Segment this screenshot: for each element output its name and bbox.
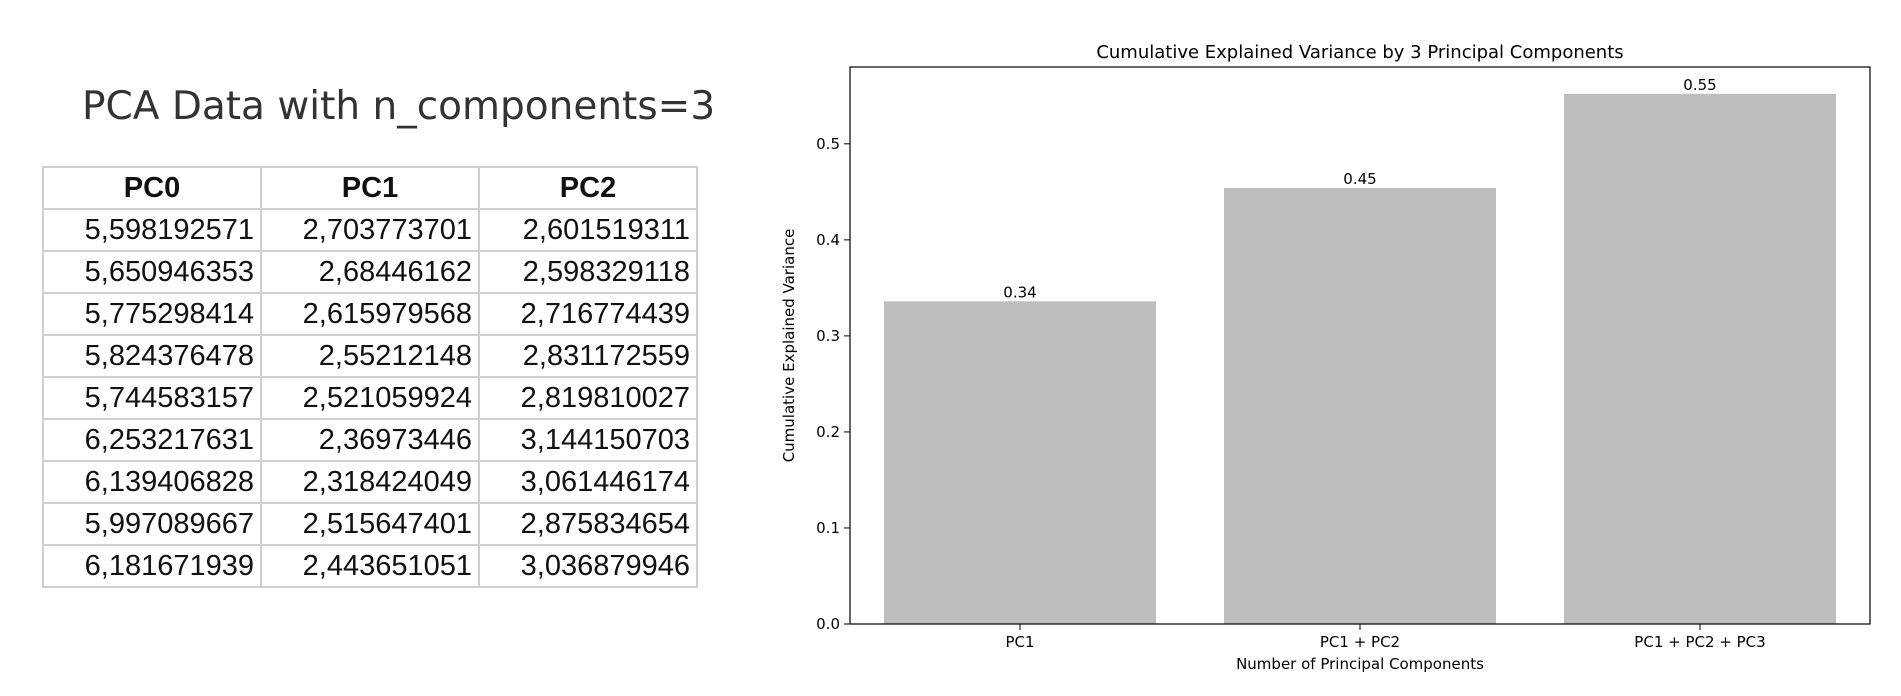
table-cell: 5,744583157	[42, 376, 262, 420]
column-header-pc0: PC0	[42, 166, 262, 210]
table-cell: 2,318424049	[260, 460, 480, 504]
table-cell: 3,061446174	[478, 460, 698, 504]
x-tick-label: PC1 + PC2	[1320, 633, 1400, 651]
table-cell: 3,036879946	[478, 544, 698, 588]
table-cell: 5,824376478	[42, 334, 262, 378]
table-row: 6,139406828 2,318424049 3,061446174	[42, 460, 698, 504]
bar-2	[1224, 188, 1496, 624]
table-header-row: PC0 PC1 PC2	[42, 166, 698, 210]
table-row: 6,253217631 2,36973446 3,144150703	[42, 418, 698, 462]
table-row: 5,650946353 2,68446162 2,598329118	[42, 250, 698, 294]
table-cell: 2,601519311	[478, 208, 698, 252]
bar-value-label: 0.34	[1003, 283, 1036, 301]
table-cell: 2,36973446	[260, 418, 480, 462]
column-header-pc1: PC1	[260, 166, 480, 210]
plot-frame	[849, 66, 1871, 625]
table-row: 5,598192571 2,703773701 2,601519311	[42, 208, 698, 252]
chart-title: Cumulative Explained Variance by 3 Princ…	[1096, 42, 1623, 63]
y-tick-label: 0.5	[816, 135, 840, 153]
y-tick-label: 0.0	[816, 615, 840, 633]
table-body: 5,598192571 2,703773701 2,601519311 5,65094…	[42, 208, 698, 588]
table-cell: 2,598329118	[478, 250, 698, 294]
bar-1	[884, 301, 1156, 624]
table-cell: 5,997089667	[42, 502, 262, 546]
table-cell: 5,598192571	[42, 208, 262, 252]
y-tick-label: 0.4	[816, 231, 840, 249]
column-header-pc2: PC2	[478, 166, 698, 210]
x-tick-label: PC1 + PC2 + PC3	[1634, 633, 1765, 651]
bar-value-label: 0.55	[1683, 76, 1716, 94]
pca-data-table: PC0 PC1 PC2 5,598192571 2,703773701 2,6015…	[42, 166, 698, 588]
table-row: 5,744583157 2,521059924 2,819810027	[42, 376, 698, 420]
table-cell: 2,515647401	[260, 502, 480, 546]
table-row: 5,775298414 2,615979568 2,716774439	[42, 292, 698, 336]
y-tick-label: 0.2	[816, 423, 840, 441]
bar-value-label: 0.45	[1343, 170, 1376, 188]
table-row: 6,181671939 2,443651051 3,036879946	[42, 544, 698, 588]
table-cell: 2,68446162	[260, 250, 480, 294]
table-cell: 2,819810027	[478, 376, 698, 420]
table-cell: 6,139406828	[42, 460, 262, 504]
x-tick-label: PC1	[1005, 633, 1034, 651]
table-cell: 2,55212148	[260, 334, 480, 378]
y-tick-label: 0.3	[816, 327, 840, 345]
table-cell: 6,253217631	[42, 418, 262, 462]
table-row: 5,824376478 2,55212148 2,831172559	[42, 334, 698, 378]
table-row: 5,997089667 2,515647401 2,875834654	[42, 502, 698, 546]
x-axis-label: Number of Principal Components	[1236, 655, 1484, 673]
table-cell: 2,443651051	[260, 544, 480, 588]
table-cell: 2,615979568	[260, 292, 480, 336]
table-title: PCA Data with n_components=3	[82, 84, 716, 129]
table-cell: 6,181671939	[42, 544, 262, 588]
table-cell: 2,716774439	[478, 292, 698, 336]
explained-variance-chart: Cumulative Explained Variance by 3 Princ…	[780, 42, 1871, 673]
table-cell: 3,144150703	[478, 418, 698, 462]
y-axis-label: Cumulative Explained Variance	[780, 229, 798, 463]
table-cell: 5,775298414	[42, 292, 262, 336]
table-cell: 5,650946353	[42, 250, 262, 294]
table-cell: 2,521059924	[260, 376, 480, 420]
bar-3	[1564, 93, 1836, 625]
table-cell: 2,703773701	[260, 208, 480, 252]
table-cell: 2,831172559	[478, 334, 698, 378]
table-cell: 2,875834654	[478, 502, 698, 546]
y-tick-label: 0.1	[816, 519, 840, 537]
